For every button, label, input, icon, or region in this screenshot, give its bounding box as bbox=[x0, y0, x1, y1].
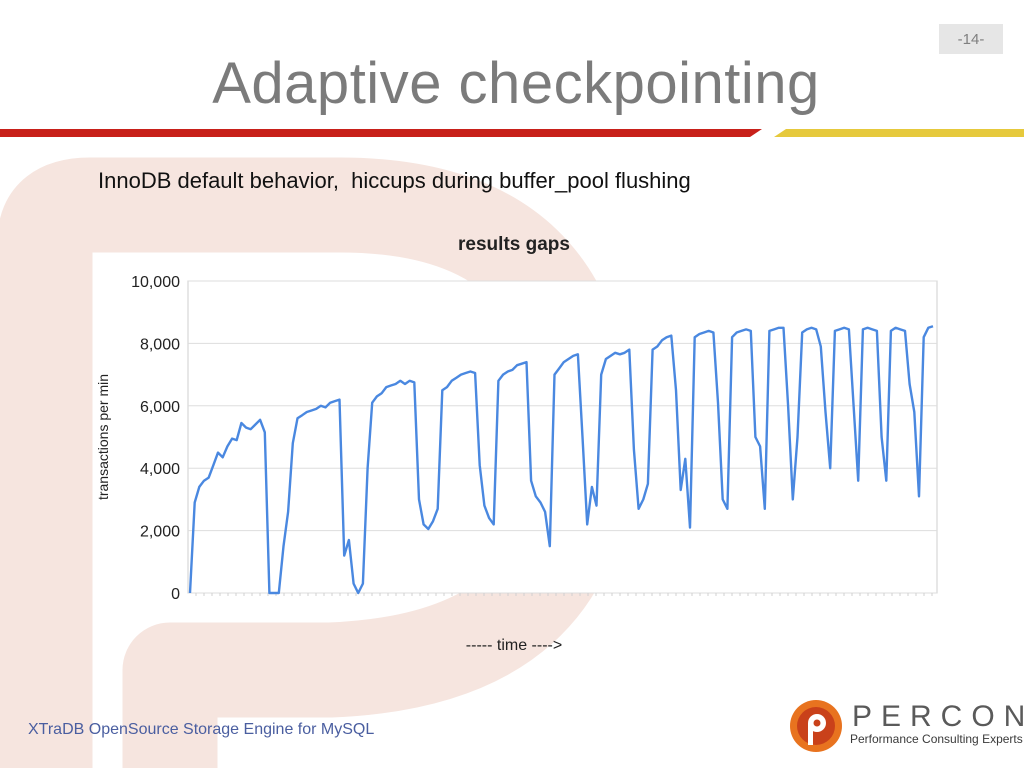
y-tick-label: 10,000 bbox=[131, 274, 180, 291]
x-axis-label: ----- time ----> bbox=[466, 637, 562, 654]
chart-title: results gaps bbox=[458, 234, 570, 255]
y-tick-label: 8,000 bbox=[140, 336, 180, 353]
title-rule-red bbox=[0, 129, 762, 137]
percona-logo: PERCONA Performance Consulting Experts bbox=[788, 698, 1024, 756]
series-line-0 bbox=[188, 325, 934, 595]
plot-area bbox=[187, 280, 938, 594]
results-gaps-chart: 0 2,000 4,000 6,000 8,000 10,000 results gaps -… bbox=[95, 234, 938, 654]
percona-p-logo-icon bbox=[790, 700, 842, 752]
y-tick-label: 0 bbox=[171, 586, 180, 603]
logo-brand: PERCONA bbox=[852, 700, 1024, 733]
logo-tagline: Performance Consulting Experts bbox=[850, 732, 1023, 746]
y-tick-label: 4,000 bbox=[140, 461, 180, 478]
slide-subtitle: InnoDB default behavior, hiccups during … bbox=[98, 168, 691, 193]
title-rule-yellow bbox=[774, 129, 1024, 137]
y-tick-label: 2,000 bbox=[140, 524, 180, 541]
y-axis-label: transactions per min bbox=[95, 374, 111, 500]
footer-text: XTraDB OpenSource Storage Engine for MyS… bbox=[28, 721, 375, 738]
y-tick-label: 6,000 bbox=[140, 399, 180, 416]
page-number: -14- bbox=[939, 24, 1003, 54]
title-rule bbox=[0, 129, 1024, 137]
slide-title: Adaptive checkpointing bbox=[212, 51, 820, 116]
